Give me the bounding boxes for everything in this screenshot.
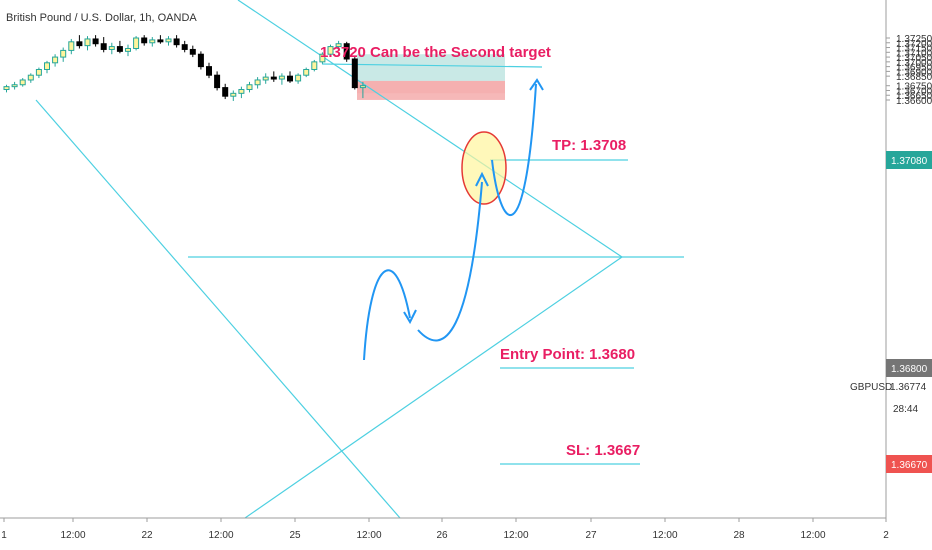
time-tick-label: 25 <box>289 530 301 541</box>
time-tick-label: 1 <box>1 530 7 541</box>
candle-down <box>206 66 212 76</box>
price-tick-label: 1.36850 <box>896 72 932 83</box>
price-tick-label: 1.37050 <box>896 53 932 64</box>
candle-down <box>197 53 204 68</box>
upper-trendline <box>237 0 623 258</box>
candle-down <box>351 58 358 89</box>
price-tick-label: 1.36950 <box>896 63 932 74</box>
candle-up <box>133 37 140 49</box>
tp-price-tag-label: 1.37080 <box>891 156 928 167</box>
descending-trendline <box>35 99 401 519</box>
candle-down <box>181 44 188 50</box>
annotation-tp: TP: 1.3708 <box>552 137 626 154</box>
candle-up <box>230 92 237 97</box>
symbol-tag: GBPUSD <box>850 382 892 393</box>
time-tick-label: 26 <box>436 530 448 541</box>
time-tick-label: 12:00 <box>652 530 677 541</box>
candle-down <box>92 38 99 45</box>
candle-down <box>214 74 221 89</box>
candle-up <box>295 74 302 82</box>
sl-price-tag-label: 1.36670 <box>891 460 928 471</box>
time-tick-label: 12:00 <box>503 530 528 541</box>
time-tick-label: 12:00 <box>356 530 381 541</box>
candle-up <box>262 76 269 81</box>
projected-path-3 <box>491 83 537 216</box>
annotation-entry: Entry Point: 1.3680 <box>500 346 635 363</box>
candle-up <box>278 75 285 80</box>
countdown-label: 28:44 <box>893 404 918 415</box>
candle-up <box>11 84 18 88</box>
projected-arrow-3 <box>529 78 544 91</box>
candle-up <box>108 46 115 50</box>
candle-down <box>270 76 277 80</box>
candle-up <box>60 49 67 58</box>
candle-up <box>359 85 366 89</box>
candle-down <box>189 48 196 55</box>
candle-up <box>165 38 172 43</box>
time-tick-label: 2 <box>883 530 889 541</box>
annotation-sl: SL: 1.3667 <box>566 442 640 459</box>
tp-price-tag <box>886 151 932 169</box>
entry-price-tag-label: 1.36800 <box>891 364 928 375</box>
projected-path-1 <box>363 269 411 361</box>
candle-up <box>3 86 10 91</box>
candle-up <box>68 41 75 51</box>
candle-up <box>303 68 310 76</box>
candle-up <box>149 39 156 44</box>
price-tick-label: 1.36650 <box>896 91 932 102</box>
symbol-title: British Pound / U.S. Dollar, 1h, OANDA <box>6 12 197 24</box>
candle-down <box>287 75 293 82</box>
candle-up <box>125 47 131 52</box>
candle-up <box>311 61 318 70</box>
annotation-second-target: 1.3720 Can be the Second target <box>320 44 551 61</box>
candle-up <box>27 74 34 81</box>
candle-up <box>35 68 42 76</box>
price-tick-label: 1.36600 <box>896 96 932 107</box>
candle-up <box>327 46 334 55</box>
projected-arrow-2 <box>475 171 489 187</box>
price-tick-label: 1.36750 <box>896 82 932 93</box>
projected-arrow-1 <box>403 309 417 325</box>
price-tick-label: 1.37100 <box>896 48 932 59</box>
candle-up <box>52 56 59 64</box>
second-target-level <box>321 63 543 68</box>
time-tick-label: 12:00 <box>208 530 233 541</box>
price-tick-label: 1.37250 <box>896 34 932 45</box>
sl-price-tag <box>886 455 932 473</box>
candle-up <box>335 43 342 48</box>
entry-price-tag <box>886 359 932 377</box>
candle-down <box>343 43 350 60</box>
price-tick-label: 1.36700 <box>896 86 932 97</box>
candle-up <box>19 79 26 86</box>
tp-highlight-ellipse <box>461 131 507 205</box>
candle-up <box>254 79 261 86</box>
time-tick-label: 12:00 <box>800 530 825 541</box>
candle-up <box>238 89 245 94</box>
entry-band <box>357 80 505 100</box>
price-tick-label: 1.37000 <box>896 58 932 69</box>
candle-up <box>319 53 326 63</box>
candle-down <box>141 37 148 44</box>
last-price-label: 1.36774 <box>890 382 927 393</box>
projected-path-2 <box>417 181 483 342</box>
price-tick-label: 1.36900 <box>896 67 932 78</box>
candle-up <box>84 38 91 47</box>
price-tick-label: 1.37200 <box>896 39 932 50</box>
candle-up <box>246 84 253 91</box>
candle-down <box>157 39 164 43</box>
candle-down <box>222 87 229 97</box>
time-tick-label: 22 <box>141 530 153 541</box>
time-tick-label: 28 <box>733 530 745 541</box>
candle-down <box>116 46 123 52</box>
profit-zone <box>357 54 505 81</box>
time-tick-label: 27 <box>585 530 597 541</box>
lower-trendline <box>244 256 623 519</box>
time-tick-label: 12:00 <box>60 530 85 541</box>
candle-down <box>173 38 180 46</box>
candle-up <box>44 62 50 70</box>
candle-down <box>100 43 107 50</box>
candle-down <box>76 41 83 47</box>
price-tick-label: 1.37150 <box>896 44 932 55</box>
